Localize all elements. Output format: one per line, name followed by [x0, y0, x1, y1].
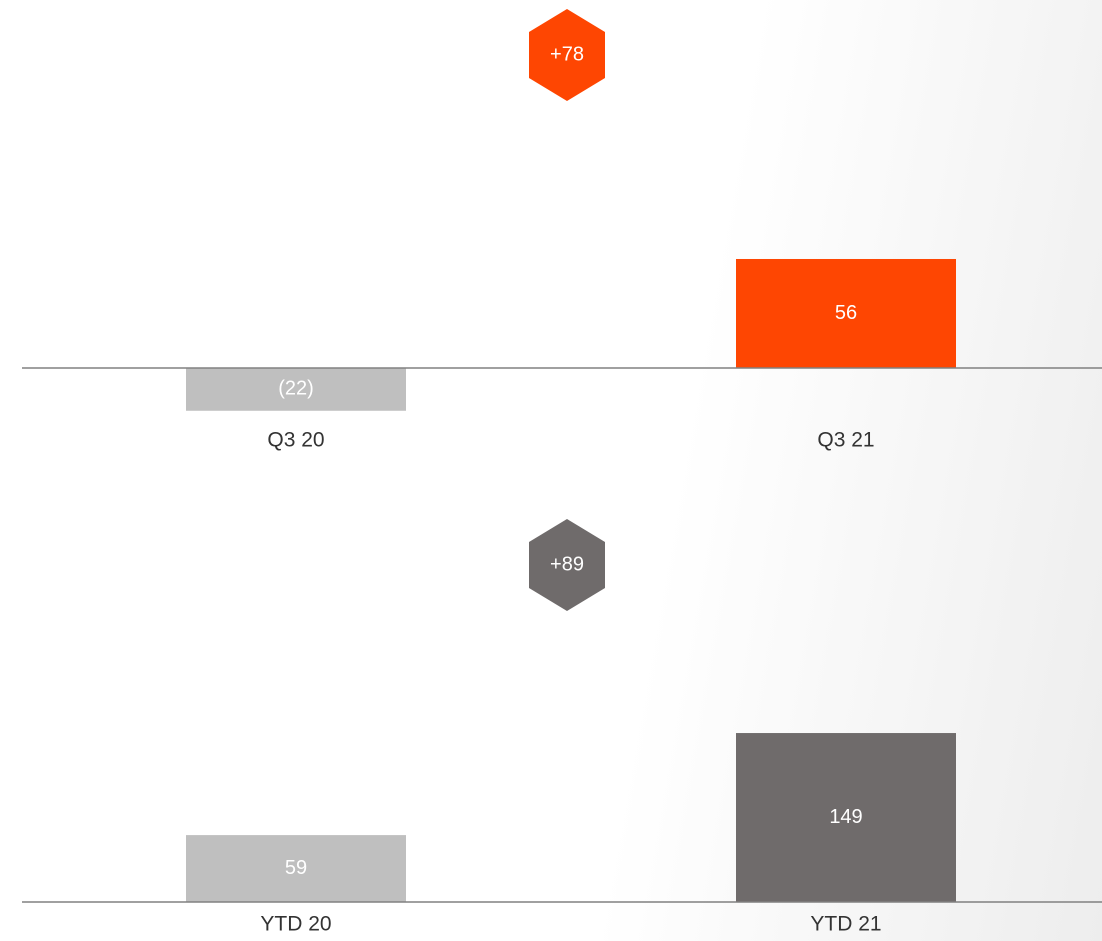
bar	[736, 733, 956, 902]
x-tick-label: YTD 21	[810, 913, 881, 936]
annotation: +78	[550, 43, 584, 65]
hexagon	[529, 519, 605, 611]
value-label: 149	[829, 806, 862, 828]
value-label: 59	[285, 857, 307, 879]
x-tick-label: Q3 20	[267, 429, 324, 452]
bar	[736, 258, 956, 368]
annotation: +89	[550, 553, 584, 575]
value-label: 56	[835, 302, 857, 324]
x-tick-label: YTD 20	[260, 913, 331, 936]
x-tick-label: Q3 21	[817, 429, 874, 452]
bar	[186, 367, 406, 411]
bar	[186, 835, 406, 902]
value-label: (22)	[278, 378, 314, 400]
hexagon	[529, 9, 605, 101]
